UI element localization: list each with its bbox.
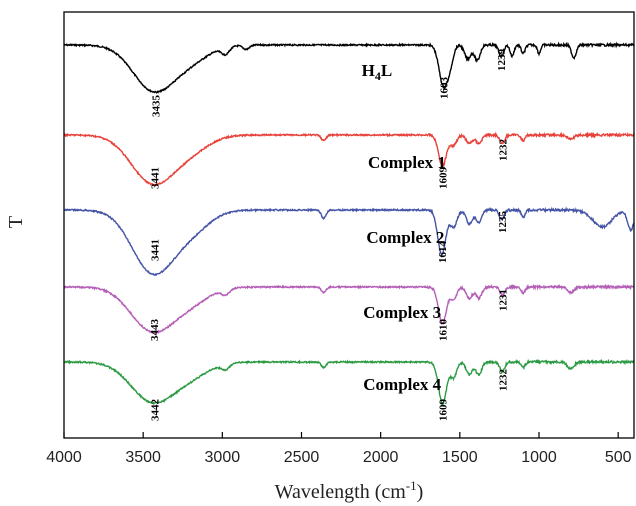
- spectrum-line: [63, 41, 635, 94]
- series-label-sub: 4: [375, 69, 381, 83]
- series-label-main: Complex 2: [366, 228, 444, 247]
- spectrum-line: [63, 358, 635, 406]
- peak-label: 3442: [149, 399, 161, 422]
- series-label: Complex 3: [363, 303, 441, 322]
- x-axis-label-main: Wavelength (cm: [275, 481, 407, 503]
- peak-label: 1239: [496, 49, 508, 72]
- peak-label: 1614: [437, 241, 449, 264]
- x-tick-label: 2000: [363, 449, 399, 466]
- plot-frame: [63, 11, 635, 439]
- series-label: Complex 2: [366, 228, 444, 247]
- peak-label: 1232: [497, 139, 509, 162]
- peak-label: 1232: [497, 369, 509, 392]
- x-axis-label-sup: -1: [406, 478, 417, 493]
- series-label-main: Complex 4: [363, 375, 441, 394]
- series-label: H4L: [362, 61, 393, 83]
- series-label-tail: L: [381, 61, 392, 80]
- peak-label: 1610: [437, 319, 449, 342]
- series-label-main: Complex 3: [363, 303, 441, 322]
- x-tick-label: 3500: [125, 449, 161, 466]
- peak-label: 1609: [438, 167, 450, 190]
- series-label-main: H: [362, 61, 375, 80]
- x-tick-label: 500: [605, 449, 632, 466]
- x-tick-label: 3000: [205, 449, 241, 466]
- peak-label: 3435: [150, 95, 162, 118]
- peak-label: 1609: [438, 399, 450, 422]
- x-axis-label: Wavelength (cm-1): [275, 478, 424, 503]
- spectrum-line: [63, 131, 635, 187]
- peak-label: 1231: [497, 289, 509, 311]
- series-label: Complex 1: [368, 153, 446, 172]
- spectrum-line: [63, 206, 635, 277]
- x-axis-label-close: ): [417, 481, 424, 503]
- peak-label: 1603: [439, 77, 451, 100]
- series-label-main: Complex 1: [368, 153, 446, 172]
- peak-label: 3441: [150, 239, 162, 261]
- series-label: Complex 4: [363, 375, 441, 394]
- x-axis: 4000 3500 3000 2500 2000 1500 1000 500: [46, 432, 632, 466]
- peak-label: 1235: [497, 210, 509, 233]
- y-axis-label: T: [5, 216, 27, 228]
- peak-label: 3443: [149, 319, 161, 342]
- x-tick-label: 2500: [284, 449, 320, 466]
- x-tick-label: 4000: [46, 449, 82, 466]
- spectrum-line: [63, 283, 635, 335]
- peak-label: 3441: [150, 167, 162, 189]
- x-tick-label: 1500: [442, 449, 478, 466]
- plot-area: H4L 3435 1603 1239 Complex 1 3441 1609 1232 Comp…: [63, 41, 635, 422]
- x-tick-label: 1000: [521, 449, 557, 466]
